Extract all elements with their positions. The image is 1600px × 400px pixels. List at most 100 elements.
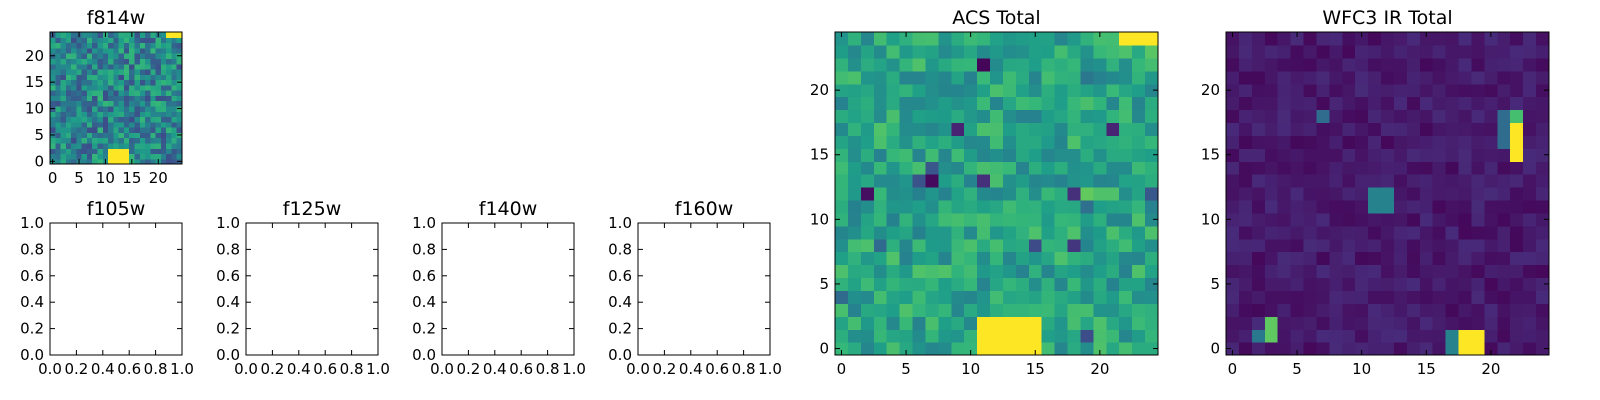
heatmap-cell bbox=[134, 42, 141, 49]
heatmap-cell bbox=[113, 127, 120, 133]
heatmap-cell bbox=[990, 277, 1004, 291]
heatmap-cell bbox=[1132, 277, 1146, 291]
heatmap-cell bbox=[113, 63, 120, 70]
heatmap-cell bbox=[1119, 70, 1133, 85]
heatmap-cell bbox=[65, 132, 72, 139]
heatmap-cell bbox=[92, 100, 99, 107]
x-tick-label: 1.0 bbox=[562, 360, 586, 378]
heatmap-cell bbox=[166, 74, 173, 81]
heatmap-cell bbox=[65, 58, 72, 65]
heatmap-cell bbox=[938, 135, 952, 149]
heatmap-cell bbox=[92, 142, 99, 149]
heatmap-cell bbox=[1106, 225, 1120, 240]
heatmap-cell bbox=[1523, 212, 1537, 227]
heatmap-cell bbox=[71, 153, 77, 160]
heatmap-cell bbox=[1015, 135, 1030, 149]
heatmap-cell bbox=[925, 109, 939, 124]
heatmap-cell bbox=[1251, 329, 1266, 343]
heatmap-cell bbox=[166, 100, 173, 107]
heatmap-cell bbox=[1015, 238, 1030, 253]
heatmap-cell bbox=[150, 42, 157, 49]
heatmap-cell bbox=[1119, 187, 1133, 201]
heatmap-cell bbox=[938, 161, 952, 175]
heatmap-cell bbox=[86, 158, 93, 165]
heatmap-cell bbox=[912, 316, 927, 330]
heatmap-cell bbox=[1329, 264, 1343, 279]
heatmap-cell bbox=[1419, 303, 1434, 317]
heatmap-cell bbox=[1445, 342, 1460, 356]
heatmap-cell bbox=[55, 116, 62, 123]
heatmap-cell bbox=[1002, 251, 1017, 266]
heatmap-cell bbox=[71, 100, 77, 107]
heatmap-cell bbox=[1264, 329, 1279, 343]
heatmap-cell bbox=[76, 153, 83, 160]
heatmap-cell bbox=[1393, 161, 1408, 175]
heatmap-cell bbox=[76, 79, 83, 86]
heatmap-cell bbox=[938, 57, 952, 72]
y-tick-label: 0.8 bbox=[20, 240, 44, 258]
heatmap-cell bbox=[1028, 96, 1043, 111]
heatmap-cell bbox=[1458, 83, 1473, 98]
heatmap-cell bbox=[1264, 32, 1279, 46]
heatmap-cell bbox=[1484, 174, 1498, 188]
heatmap-cell bbox=[71, 132, 77, 139]
x-tick-label: 0.2 bbox=[64, 360, 88, 378]
heatmap-cell bbox=[1277, 303, 1292, 317]
heatmap-cell bbox=[1497, 161, 1511, 175]
heatmap-cell bbox=[835, 44, 849, 59]
heatmap-cell bbox=[97, 95, 104, 102]
heatmap-cell bbox=[55, 158, 62, 165]
heatmap-cell bbox=[123, 84, 130, 91]
heatmap-cell bbox=[1238, 316, 1253, 330]
heatmap-cell bbox=[1290, 83, 1305, 98]
heatmap-cell bbox=[113, 153, 120, 160]
heatmap-cell bbox=[160, 68, 167, 75]
heatmap-cell bbox=[76, 137, 83, 144]
heatmap-cell bbox=[160, 132, 167, 139]
heatmap-cell bbox=[1015, 83, 1030, 98]
heatmap-cell bbox=[92, 84, 99, 91]
heatmap-cell bbox=[1484, 32, 1498, 46]
heatmap-cell bbox=[1093, 109, 1107, 124]
heatmap-cell bbox=[1002, 277, 1017, 291]
heatmap-cell bbox=[1067, 187, 1082, 201]
heatmap-cell bbox=[102, 63, 109, 70]
heatmap-cell bbox=[171, 127, 178, 133]
heatmap-cell bbox=[847, 225, 862, 240]
heatmap-cell bbox=[886, 329, 901, 343]
heatmap-cell bbox=[160, 100, 167, 107]
heatmap-cell bbox=[65, 116, 72, 123]
heatmap-cell bbox=[1432, 83, 1447, 98]
heatmap-cell bbox=[912, 135, 927, 149]
heatmap-cell bbox=[1471, 238, 1485, 253]
heatmap-cell bbox=[1484, 70, 1498, 85]
heatmap-cell bbox=[139, 111, 146, 118]
heatmap-cell bbox=[873, 264, 888, 279]
heatmap-cell bbox=[1406, 44, 1421, 59]
heatmap-cell bbox=[1226, 96, 1240, 111]
chart-title: f125w bbox=[283, 198, 342, 220]
axes-frame bbox=[834, 31, 1159, 356]
heatmap-cell bbox=[1106, 212, 1120, 227]
heatmap-cell bbox=[60, 58, 67, 65]
heatmap-cell bbox=[1368, 251, 1382, 266]
heatmap-cell bbox=[176, 100, 183, 107]
heatmap-cell bbox=[964, 96, 978, 111]
heatmap-cell bbox=[1080, 277, 1094, 291]
heatmap-cell bbox=[1316, 290, 1330, 304]
heatmap-cell bbox=[1406, 264, 1421, 279]
heatmap-cell bbox=[1368, 135, 1382, 149]
heatmap-cell bbox=[1381, 187, 1395, 201]
heatmap-cell bbox=[76, 127, 83, 133]
heatmap-cell bbox=[860, 316, 875, 330]
heatmap-cell bbox=[160, 111, 167, 118]
heatmap-cell bbox=[1484, 44, 1498, 59]
heatmap-cell bbox=[1316, 83, 1330, 98]
heatmap-cell bbox=[176, 111, 183, 118]
heatmap-cell bbox=[145, 148, 151, 155]
heatmap-cell bbox=[1510, 70, 1524, 85]
x-tick-label: 0.6 bbox=[705, 360, 729, 378]
heatmap-cell bbox=[97, 111, 104, 118]
heatmap-cell bbox=[1406, 174, 1421, 188]
heatmap-cell bbox=[76, 90, 83, 96]
